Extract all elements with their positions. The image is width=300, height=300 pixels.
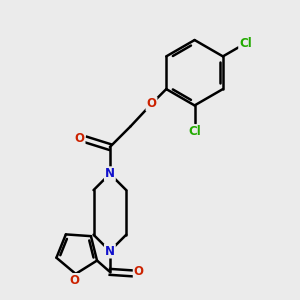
Text: O: O xyxy=(146,98,157,110)
Text: Cl: Cl xyxy=(188,125,201,138)
Text: O: O xyxy=(69,274,79,287)
Text: O: O xyxy=(134,266,144,278)
Text: O: O xyxy=(75,132,85,145)
Text: Cl: Cl xyxy=(239,37,252,50)
Text: N: N xyxy=(105,244,115,258)
Text: N: N xyxy=(105,167,115,180)
